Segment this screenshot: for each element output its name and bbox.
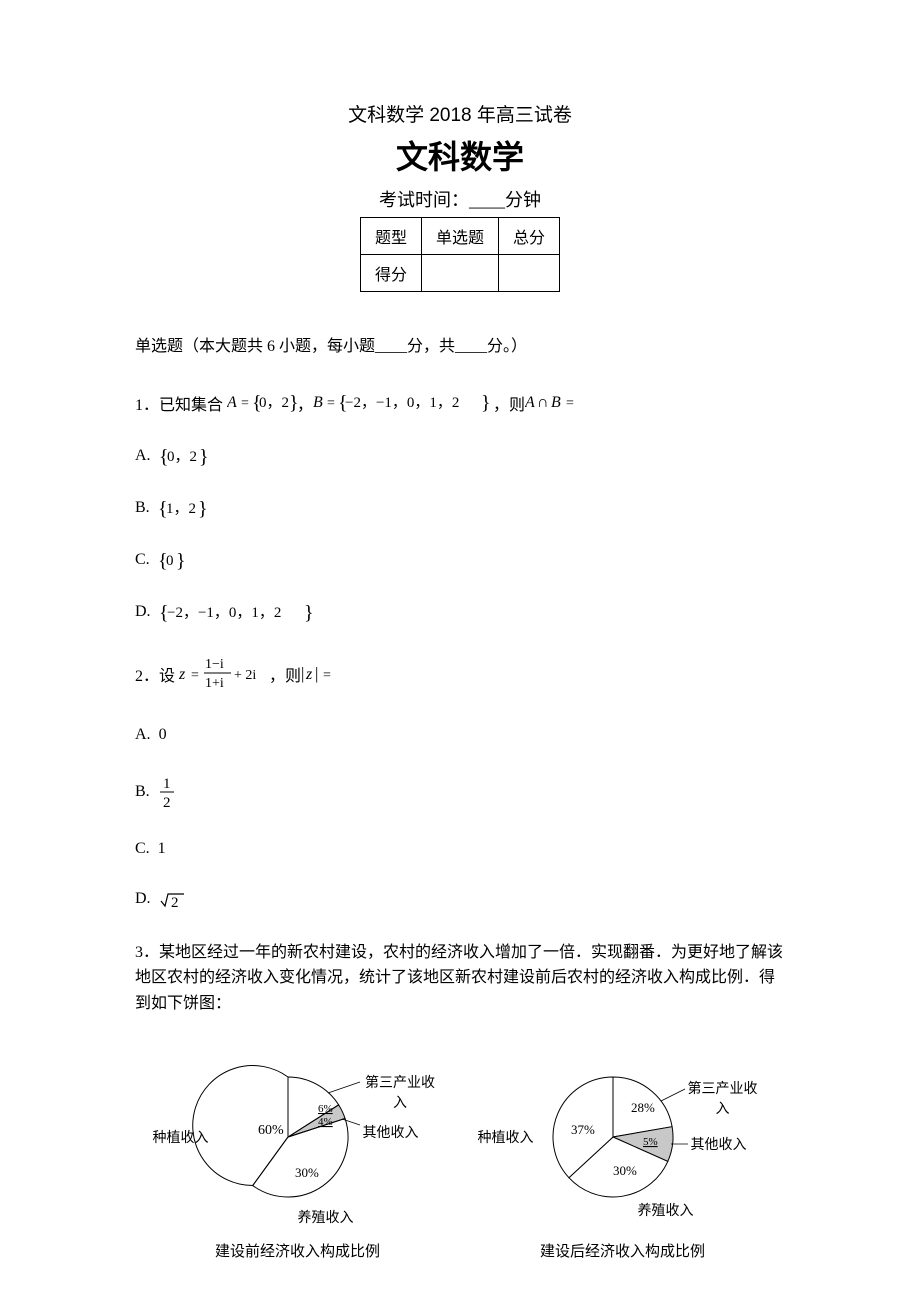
svg-text:−2，−1，0，1，2: −2，−1，0，1，2 — [167, 605, 281, 621]
q2-opt-d-label: D. — [135, 890, 151, 908]
q2-option-c: C. 1 — [135, 840, 785, 858]
table-header-total: 总分 — [499, 218, 560, 255]
q2-prefix: 2．设 — [135, 666, 175, 688]
q2-opt-a-label: A. — [135, 726, 151, 744]
q2-suffix: ，则 — [269, 666, 301, 688]
pie-before: 60% 30% 6% 4% 种植收入 第三产业收入 其他收入 养殖收入 建设前经… — [158, 1042, 438, 1261]
pie-after-plant-pct: 37% — [571, 1122, 595, 1137]
q1-option-a: A. {0，2} — [135, 445, 785, 467]
q2-abs-z: |z| = — [301, 662, 341, 691]
pie-after-third-pct: 28% — [631, 1100, 655, 1115]
q1-set-b: B={−2，−1，0，1，2} — [313, 391, 493, 420]
pie-before-plant-label: 种植收入 — [153, 1127, 209, 1147]
pie-before-third-label: 第三产业收入 — [363, 1072, 438, 1112]
svg-text:|: | — [301, 664, 304, 683]
q1-prefix: 1．已知集合 — [135, 395, 223, 417]
svg-text:z: z — [179, 666, 186, 683]
q1-opt-d-label: D. — [135, 603, 151, 621]
q2-opt-c-label: C. — [135, 840, 150, 858]
table-score-label: 得分 — [360, 255, 421, 292]
q1-option-b: B. {1，2} — [135, 497, 785, 519]
svg-text:+ 2i: + 2i — [234, 668, 256, 683]
svg-text:2: 2 — [163, 795, 171, 810]
table-score-single — [421, 255, 498, 292]
pie-after-farm-label: 养殖收入 — [638, 1200, 694, 1220]
score-table: 题型 单选题 总分 得分 — [360, 217, 560, 292]
svg-text:1: 1 — [163, 776, 171, 792]
table-score-total — [499, 255, 560, 292]
question-2: 2．设 z = 1−i 1+i + 2i ，则 |z|= — [135, 653, 785, 700]
svg-text:1−i: 1−i — [205, 657, 224, 672]
q2-opt-b-label: B. — [135, 783, 150, 801]
q1-mid1: ， — [297, 395, 313, 417]
svg-text:A: A — [525, 394, 535, 411]
q2-opt-c-value: 1 — [158, 840, 166, 858]
svg-text:}: } — [198, 498, 208, 519]
svg-text:z: z — [305, 666, 313, 683]
exam-time: 考试时间：____分钟 — [135, 186, 785, 212]
q2-opt-a-value: 0 — [159, 726, 167, 744]
pie-after-other-pct: 5% — [643, 1136, 658, 1148]
q1-expr: A∩B = — [525, 391, 585, 420]
table-header-single: 单选题 — [421, 218, 498, 255]
q2-option-b: B. 1 2 — [135, 774, 785, 810]
svg-text:0: 0 — [166, 553, 174, 569]
svg-text:}: } — [199, 446, 209, 467]
svg-text:∩: ∩ — [537, 394, 549, 411]
svg-text:B: B — [313, 394, 323, 411]
q1-option-c: C. {0} — [135, 549, 785, 571]
svg-text:}: } — [289, 392, 297, 413]
pie-after-farm-pct: 30% — [613, 1163, 637, 1178]
question-1: 1．已知集合 A={0，2} ， B={−2，−1，0，1，2} ，则 A∩B= — [135, 391, 785, 420]
svg-text:0，2: 0，2 — [259, 395, 289, 411]
pie-before-third-pct: 6% — [318, 1103, 333, 1115]
pie-charts: 60% 30% 6% 4% 种植收入 第三产业收入 其他收入 养殖收入 建设前经… — [135, 1042, 785, 1261]
svg-text:2: 2 — [171, 895, 179, 910]
header-title: 文科数学 2018 年高三试卷 — [135, 100, 785, 127]
svg-text:−2，−1，0，1，2: −2，−1，0，1，2 — [345, 395, 459, 411]
q1-option-d: D. {−2，−1，0，1，2} — [135, 601, 785, 623]
svg-text:0，2: 0，2 — [167, 449, 197, 465]
svg-text:=: = — [323, 668, 331, 683]
pie-after-third-label: 第三产业收入 — [683, 1078, 763, 1118]
svg-text:}: } — [304, 602, 314, 623]
pie-before-caption: 建设前经济收入构成比例 — [158, 1240, 438, 1261]
pie-before-plant-pct: 60% — [258, 1123, 284, 1138]
q2-option-a: A. 0 — [135, 726, 785, 744]
pie-after-caption: 建设后经济收入构成比例 — [483, 1240, 763, 1261]
q1-set-a: A={0，2} — [227, 391, 297, 420]
table-header-type: 题型 — [360, 218, 421, 255]
main-title: 文科数学 — [135, 132, 785, 178]
q1-opt-a-label: A. — [135, 447, 151, 465]
question-3: 3．某地区经过一年的新农村建设，农村的经济收入增加了一倍．实现翻番．为更好地了解… — [135, 940, 785, 1017]
q1-opt-c-label: C. — [135, 551, 150, 569]
pie-after-plant-label: 种植收入 — [478, 1127, 534, 1147]
q2-option-d: D. 2 — [135, 888, 785, 910]
svg-text:1，2: 1，2 — [166, 501, 196, 517]
svg-text:=: = — [327, 396, 335, 411]
svg-text:}: } — [481, 392, 491, 413]
svg-text:1+i: 1+i — [205, 676, 224, 691]
svg-text:=: = — [191, 668, 199, 683]
svg-text:|: | — [315, 664, 318, 683]
pie-before-other-label: 其他收入 — [363, 1122, 419, 1142]
pie-before-farm-label: 养殖收入 — [298, 1207, 354, 1227]
q1-opt-b-label: B. — [135, 499, 150, 517]
section-head: 单选题（本大题共 6 小题，每小题____分，共____分。） — [135, 332, 785, 356]
svg-text:=: = — [566, 396, 574, 411]
q1-mid2: ，则 — [493, 395, 525, 417]
pie-before-farm-pct: 30% — [295, 1165, 319, 1180]
svg-text:B: B — [551, 394, 561, 411]
pie-before-other-pct: 4% — [318, 1116, 333, 1128]
svg-text:=: = — [241, 396, 249, 411]
pie-after-other-label: 其他收入 — [691, 1134, 747, 1154]
pie-after: 28% 5% 30% 37% 种植收入 第三产业收入 其他收入 养殖收入 建设后… — [483, 1042, 763, 1261]
q2-z-expr: z = 1−i 1+i + 2i — [179, 653, 269, 700]
svg-text:A: A — [227, 394, 237, 411]
svg-text:}: } — [176, 550, 186, 571]
